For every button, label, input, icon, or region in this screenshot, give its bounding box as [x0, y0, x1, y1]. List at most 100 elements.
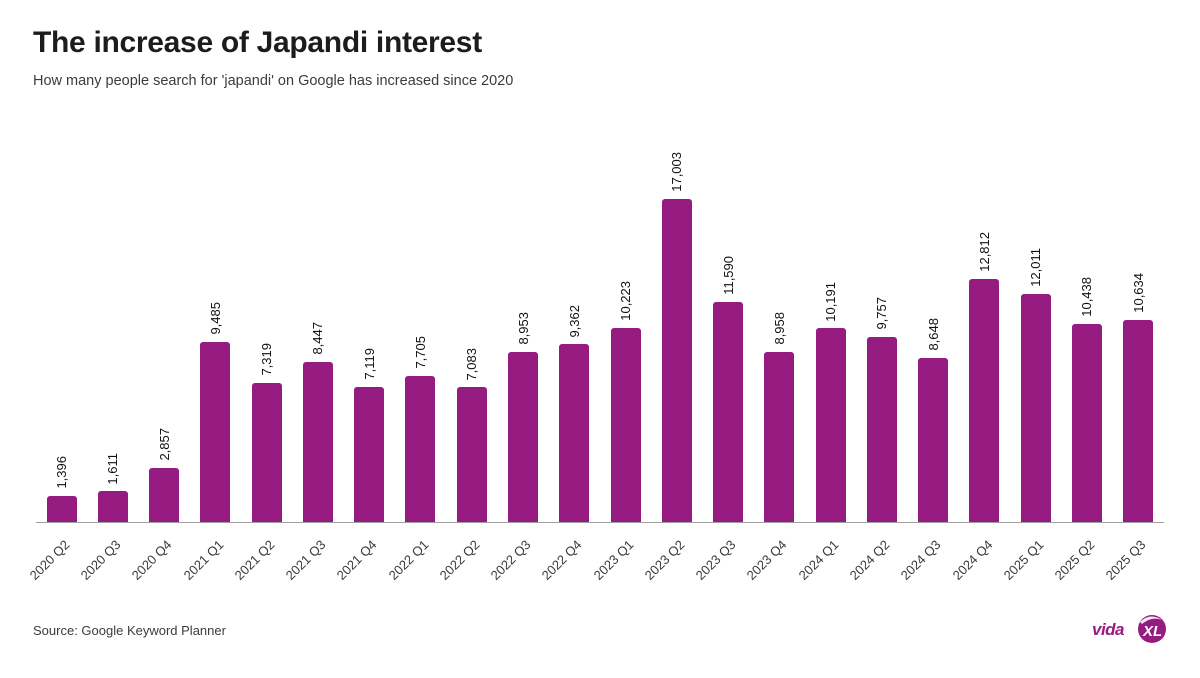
bar	[456, 387, 487, 522]
bar	[200, 341, 231, 522]
source-text: Source: Google Keyword Planner	[33, 622, 226, 638]
x-tick-cell: 2022 Q3	[488, 523, 548, 587]
bar-column: 9,485	[190, 302, 241, 522]
bar	[815, 328, 846, 522]
bar-column: 9,757	[856, 297, 907, 522]
bar-column: 8,953	[497, 312, 548, 522]
bar-column: 10,223	[600, 281, 651, 522]
bar-value-label: 12,011	[1028, 248, 1044, 287]
x-tick-cell: 2023 Q3	[693, 523, 753, 587]
bar-column: 8,447	[292, 322, 343, 522]
x-tick-cell: 2023 Q2	[642, 523, 702, 587]
bar-chart: 1,396 1,611 2,857 9,485 7,319 8,447 7,11…	[26, 103, 1164, 587]
x-tick-cell: 2023 Q4	[744, 523, 805, 587]
bar-column: 10,191	[805, 282, 856, 522]
bar-value-label: 1,611	[105, 452, 121, 485]
bar-column: 10,438	[1061, 277, 1112, 522]
x-tick-cell: 2021 Q2	[231, 523, 292, 587]
x-tick-cell: 2025 Q3	[1103, 523, 1164, 587]
bar-value-label: 8,958	[771, 312, 787, 345]
bar-column: 1,611	[87, 453, 138, 522]
bar-value-label: 10,223	[618, 281, 634, 321]
page-title: The increase of Japandi interest	[33, 26, 482, 59]
x-tick-cell: 2021 Q1	[180, 523, 241, 587]
bar	[764, 351, 795, 522]
bar-value-label: 7,083	[464, 347, 480, 381]
x-tick-cell: 2025 Q2	[1052, 523, 1112, 587]
bar-column: 7,119	[344, 348, 395, 522]
x-axis-labels: 2020 Q2 2020 Q3 2020 Q4 2021 Q1 2021 Q2 …	[26, 523, 1164, 587]
bar-value-label: 2,857	[156, 428, 172, 461]
bar-value-label: 9,757	[874, 297, 890, 330]
bar	[866, 336, 897, 522]
bar-column: 11,590	[702, 256, 753, 522]
bar-value-label: 9,362	[566, 304, 582, 338]
x-tick-cell: 2024 Q4	[949, 523, 1010, 587]
bar	[559, 344, 590, 522]
x-tick-cell: 2021 Q4	[334, 523, 395, 587]
bar	[302, 361, 333, 522]
x-tick-cell: 2024 Q1	[795, 523, 856, 587]
x-tick-cell: 2023 Q1	[590, 523, 651, 587]
bar	[1071, 323, 1102, 522]
bar-column: 9,362	[549, 305, 600, 522]
bar	[661, 199, 692, 522]
bar-value-label: 10,191	[823, 281, 839, 322]
plot-area: 1,396 1,611 2,857 9,485 7,319 8,447 7,11…	[36, 103, 1164, 523]
x-tick-cell: 2024 Q2	[847, 523, 907, 587]
footer: Source: Google Keyword Planner vida XL	[33, 610, 1172, 650]
bar-value-label: 8,447	[310, 321, 326, 355]
bar	[1123, 320, 1154, 522]
bar-value-label: 7,119	[361, 348, 377, 380]
logo-swoosh	[1140, 616, 1162, 624]
bar-column: 7,319	[241, 343, 292, 522]
bar-column: 2,857	[139, 428, 190, 522]
bar-value-label: 8,953	[515, 312, 531, 345]
logo-badge-text: XL	[1142, 623, 1162, 640]
header: The increase of Japandi interest How man…	[0, 0, 1200, 89]
x-tick-cell: 2020 Q3	[78, 523, 138, 587]
bar-value-label: 17,003	[669, 152, 685, 192]
bar-value-label: 9,485	[207, 302, 223, 335]
bar	[508, 351, 539, 522]
page-subtitle: How many people search for 'japandi' on …	[33, 73, 514, 89]
bar	[251, 383, 282, 522]
bar	[1020, 293, 1051, 522]
bar-value-label: 11,590	[720, 256, 736, 295]
bar-column: 10,634	[1113, 273, 1164, 522]
x-tick-cell: 2020 Q4	[129, 523, 190, 587]
x-tick-cell: 2022 Q4	[539, 523, 600, 587]
bar	[969, 278, 1000, 522]
bar-value-label: 7,705	[412, 336, 428, 369]
bar-value-label: 7,319	[259, 343, 275, 376]
x-tick-cell: 2024 Q3	[898, 523, 959, 587]
bar-column: 8,958	[754, 312, 805, 522]
x-tick-cell: 2020 Q2	[26, 523, 87, 587]
bar	[46, 495, 77, 522]
x-tick-cell: 2022 Q1	[385, 523, 446, 587]
vidaxl-logo: vida XL	[1092, 615, 1166, 643]
x-tick-cell: 2022 Q2	[436, 523, 497, 587]
bar	[97, 491, 128, 522]
bar-column: 17,003	[651, 152, 702, 522]
bar-column: 7,705	[395, 336, 446, 522]
bar	[354, 386, 385, 522]
bar-value-label: 10,634	[1130, 273, 1146, 313]
bar	[149, 467, 180, 522]
x-tick-cell: 2025 Q1	[1000, 523, 1061, 587]
bar	[918, 357, 949, 522]
bar-value-label: 8,648	[925, 318, 941, 351]
bar-column: 12,812	[959, 232, 1010, 522]
bar-column: 7,083	[446, 348, 497, 522]
bar	[610, 327, 641, 522]
bar-value-label: 10,438	[1079, 276, 1095, 317]
logo-wordmark: vida	[1092, 620, 1124, 639]
bar	[713, 301, 744, 522]
logo-circle	[1138, 615, 1166, 643]
bar-value-label: 1,396	[54, 455, 70, 489]
x-tick-cell: 2021 Q3	[283, 523, 343, 587]
x-tick-label: 2020 Q2	[26, 537, 73, 583]
bar	[405, 375, 436, 522]
bar-column: 8,648	[908, 318, 959, 522]
